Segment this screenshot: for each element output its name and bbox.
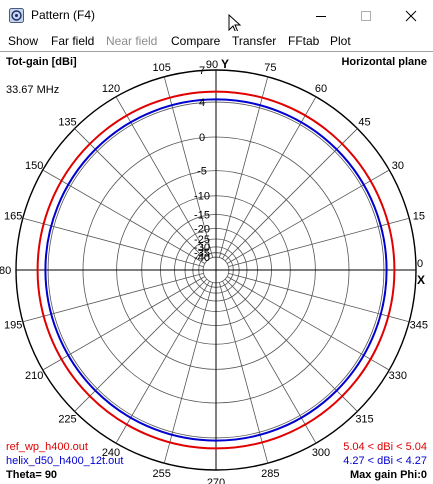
series-pattern-1 [44, 98, 388, 442]
title-bar: Pattern (F4) [0, 0, 433, 34]
polar-spoke [22, 272, 204, 323]
angle-label: 345 [410, 319, 428, 331]
minimize-button[interactable] [298, 0, 343, 31]
frequency-label: 33.67 MHz [6, 84, 60, 96]
legend-ref-range: 5.04 < dBi < 5.04 [343, 441, 427, 453]
angle-label: 225 [58, 413, 76, 425]
angle-label: 165 [4, 211, 22, 223]
radial-tick-label: 4 [199, 97, 205, 109]
window-title: Pattern (F4) [31, 8, 96, 22]
polar-spoke [227, 276, 390, 371]
pattern-plot-area[interactable]: 7 4 0 -5 -10 -15 -20 -25 -30 -35 -40 0 15 30 45 60 75 90 1… [0, 51, 433, 484]
angle-label: 90 [206, 59, 218, 71]
polar-spoke [74, 278, 208, 412]
angle-label: 300 [312, 447, 330, 459]
radial-tick-label: -10 [194, 191, 210, 203]
angle-label: 45 [358, 117, 370, 129]
angle-label: 60 [315, 83, 327, 95]
legend-ref-name: ref_wp_h400.out [6, 441, 88, 453]
series-pattern-0 [36, 90, 396, 450]
polar-spoke [218, 282, 269, 464]
radial-tick-label: 7 [199, 65, 205, 77]
legend-helix-range: 4.27 < dBi < 4.27 [343, 455, 427, 467]
y-axis-label: Y [221, 57, 229, 71]
radial-tick-label: -30 [194, 242, 210, 254]
polar-spoke [22, 217, 204, 268]
menu-plot[interactable]: Plot [330, 34, 351, 48]
angle-label: 135 [58, 117, 76, 129]
angle-label: 15 [413, 211, 425, 223]
menu-transfer[interactable]: Transfer [232, 34, 277, 48]
angle-label: 195 [4, 319, 22, 331]
close-icon [405, 10, 416, 21]
angle-label: 120 [102, 83, 120, 95]
polar-spoke [218, 76, 269, 258]
polar-spoke [228, 217, 410, 268]
polar-spoke [115, 96, 210, 259]
radial-tick-label: -15 [194, 209, 210, 221]
radial-tick-label: 0 [199, 132, 205, 144]
angle-label: 180 [0, 265, 11, 277]
angle-label: 315 [355, 413, 373, 425]
menu-far-field[interactable]: Far field [51, 34, 95, 48]
menu-fftab[interactable]: FFtab [288, 34, 320, 48]
polar-spoke [42, 169, 205, 264]
theta-label: Theta= 90 [6, 469, 58, 481]
legend-helix-name: helix_d50_h400_12t.out [6, 455, 124, 467]
angle-label: 150 [25, 160, 43, 172]
minimize-icon [315, 15, 326, 17]
polar-spoke [224, 128, 358, 262]
angle-label: 285 [261, 468, 279, 480]
radial-tick-label: -35 [194, 248, 210, 260]
angle-label: 75 [264, 62, 276, 74]
polar-spoke [163, 282, 214, 464]
radial-tick-label: -5 [197, 166, 207, 178]
app-icon [9, 8, 24, 23]
radial-tick-label: -40 [194, 252, 210, 264]
angle-label: 0 [417, 258, 423, 270]
angle-label: 30 [392, 160, 404, 172]
max-gain-label: Max gain Phi:0 [349, 469, 427, 481]
x-axis-marker: X [417, 273, 425, 287]
angle-label: 330 [389, 370, 407, 382]
polar-spoke [74, 128, 208, 262]
menu-near-field: Near field [106, 34, 158, 48]
quantity-label: Tot-gain [dBi] [6, 56, 77, 68]
menu-bar: Show Far field Near field Compare Transf… [0, 31, 433, 51]
polar-spoke [163, 76, 214, 258]
maximize-icon [360, 10, 371, 21]
polar-spoke [228, 272, 410, 323]
angle-label: 255 [152, 468, 170, 480]
close-button[interactable] [388, 0, 433, 31]
angle-label: 105 [152, 62, 170, 74]
polar-spoke [224, 278, 358, 412]
polar-spoke [227, 169, 390, 264]
angle-label: 210 [25, 370, 43, 382]
menu-show[interactable]: Show [8, 34, 39, 48]
polar-spoke [42, 276, 205, 371]
plane-label: Horizontal plane [341, 56, 427, 68]
radial-tick-label: -20 [194, 224, 210, 236]
polar-spoke [115, 281, 210, 444]
polar-spoke [222, 96, 317, 259]
maximize-button[interactable] [343, 0, 388, 31]
menu-compare[interactable]: Compare [171, 34, 221, 48]
radial-tick-label: -25 [194, 234, 210, 246]
angle-label: 240 [102, 447, 120, 459]
polar-chart: 7 4 0 -5 -10 -15 -20-25-30-35-40 0 15 30 45 60 75 90 1… [0, 57, 428, 484]
polar-spoke [222, 281, 317, 444]
angle-label: 270 [207, 477, 225, 484]
